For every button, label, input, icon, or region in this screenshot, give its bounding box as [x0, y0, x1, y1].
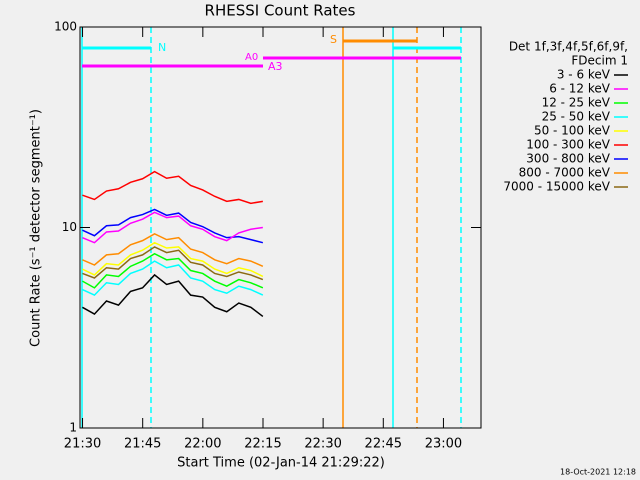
x-tick-label: 23:00	[425, 437, 462, 452]
legend-label: 3 - 6 keV	[557, 68, 611, 82]
legend-label: 12 - 25 keV	[542, 96, 611, 110]
flag-label: N	[158, 41, 166, 54]
series-line	[82, 246, 264, 281]
footer: 18-Oct-2021 12:18	[560, 468, 636, 477]
series-line	[82, 241, 264, 278]
series-line	[82, 252, 264, 289]
x-tick-label: 22:45	[365, 437, 402, 452]
series-line	[82, 232, 264, 268]
legend-label: 25 - 50 keV	[542, 110, 611, 124]
flag-label: A0	[245, 52, 258, 63]
y-tick-label: 1	[69, 421, 77, 435]
y-axis-label: Count Rate (s⁻¹ detector segment⁻¹)	[29, 109, 44, 347]
flag-label: A3	[268, 60, 283, 73]
x-tick-label: 22:00	[184, 437, 221, 452]
series-line	[82, 273, 264, 318]
legend-label: 100 - 300 keV	[526, 138, 610, 152]
y-tick-label: 10	[62, 220, 77, 234]
legend-label: 800 - 7000 keV	[519, 166, 611, 180]
x-tick-label: 22:30	[304, 437, 341, 452]
legend-label: 50 - 100 keV	[534, 124, 611, 138]
series-line	[82, 170, 263, 205]
y-tick-label: 100	[54, 20, 77, 34]
legend-label: 300 - 800 keV	[526, 152, 610, 166]
legend-header: Det 1f,3f,4f,5f,6f,9f,	[509, 40, 628, 54]
x-tick-label: 21:45	[124, 437, 161, 452]
x-tick-label: 21:30	[64, 437, 101, 452]
x-axis-label: Start Time (02-Jan-14 21:29:22)	[177, 456, 385, 471]
series-line	[82, 260, 264, 297]
x-tick-label: 22:15	[244, 437, 281, 452]
legend-label: 7000 - 15000 keV	[503, 180, 610, 194]
flags	[81, 27, 462, 428]
chart-title: RHESSI Count Rates	[205, 2, 356, 20]
flag-label: S	[330, 33, 337, 46]
series-line	[82, 211, 263, 244]
legend-header: FDecim 1	[571, 54, 628, 68]
legend-label: 6 - 12 keV	[549, 82, 611, 96]
